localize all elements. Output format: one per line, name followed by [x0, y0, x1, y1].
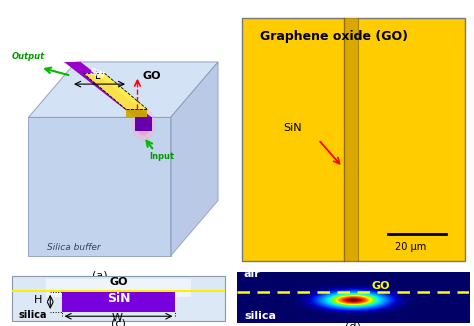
FancyBboxPatch shape	[11, 276, 226, 321]
Text: Input: Input	[149, 152, 174, 161]
Polygon shape	[126, 109, 147, 117]
Text: (d): (d)	[345, 321, 361, 326]
Text: silica: silica	[18, 310, 47, 320]
Ellipse shape	[132, 108, 155, 141]
Text: GO: GO	[372, 281, 390, 291]
Polygon shape	[135, 117, 152, 131]
Text: Output: Output	[12, 52, 45, 61]
Polygon shape	[83, 73, 147, 109]
Text: W: W	[112, 313, 123, 322]
Text: GO: GO	[109, 277, 128, 287]
Text: GO: GO	[142, 70, 161, 81]
FancyBboxPatch shape	[11, 290, 226, 292]
Text: SiN: SiN	[107, 292, 130, 305]
Text: Graphene oxide (GO): Graphene oxide (GO)	[260, 30, 408, 43]
FancyBboxPatch shape	[46, 279, 191, 297]
Text: SiN: SiN	[283, 123, 302, 133]
Text: SiN: SiN	[88, 67, 106, 81]
Text: (a): (a)	[92, 270, 107, 280]
Polygon shape	[171, 62, 218, 256]
Polygon shape	[28, 117, 171, 256]
Text: Silica buffer: Silica buffer	[47, 244, 101, 252]
Text: H: H	[34, 294, 43, 304]
FancyBboxPatch shape	[237, 272, 469, 323]
Text: L: L	[95, 70, 100, 81]
Ellipse shape	[137, 113, 151, 135]
FancyBboxPatch shape	[344, 18, 358, 261]
Text: air: air	[244, 269, 261, 279]
Text: (c): (c)	[111, 319, 126, 326]
FancyBboxPatch shape	[242, 18, 465, 261]
Polygon shape	[28, 62, 218, 117]
Text: 20 μm: 20 μm	[395, 242, 426, 252]
FancyBboxPatch shape	[62, 292, 175, 312]
Text: silica: silica	[244, 311, 276, 321]
Text: (b): (b)	[345, 273, 361, 283]
Ellipse shape	[140, 119, 146, 129]
Polygon shape	[64, 62, 152, 117]
